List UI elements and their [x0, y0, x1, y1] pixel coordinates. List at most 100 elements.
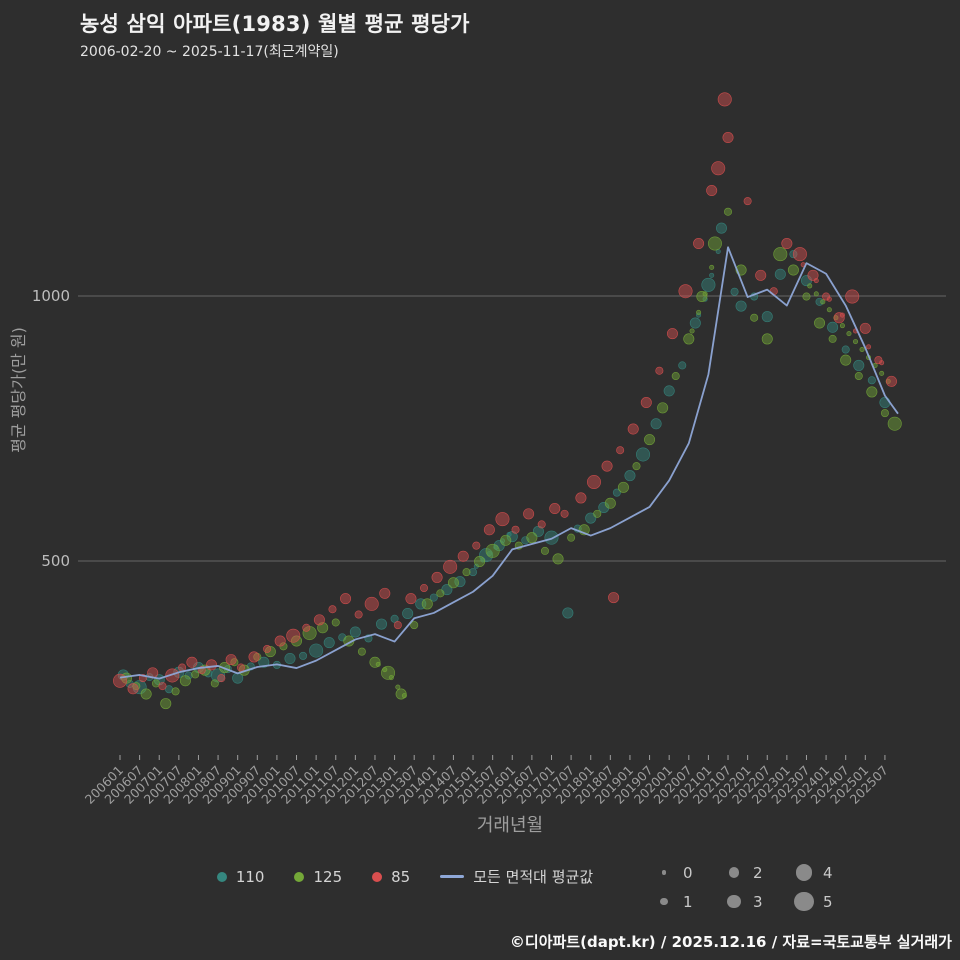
scatter-point-110[interactable] [309, 643, 324, 658]
scatter-point-110[interactable] [349, 626, 361, 638]
scatter-point-125[interactable] [696, 309, 702, 315]
scatter-point-125[interactable] [421, 598, 433, 610]
scatter-point-85[interactable] [274, 635, 286, 647]
scatter-point-85[interactable] [420, 584, 429, 593]
scatter-point-85[interactable] [822, 292, 831, 301]
scatter-point-125[interactable] [787, 264, 799, 276]
scatter-point-85[interactable] [537, 520, 546, 529]
scatter-point-110[interactable] [774, 268, 786, 280]
scatter-point-110[interactable] [562, 607, 574, 619]
scatter-point-85[interactable] [575, 492, 587, 504]
scatter-point-85[interactable] [393, 621, 402, 630]
scatter-point-110[interactable] [841, 345, 850, 354]
scatter-point-125[interactable] [160, 698, 172, 710]
scatter-point-85[interactable] [405, 593, 417, 605]
scatter-point-125[interactable] [859, 347, 865, 353]
scatter-point-110[interactable] [429, 593, 438, 602]
scatter-point-85[interactable] [286, 628, 301, 643]
scatter-point-85[interactable] [340, 593, 352, 605]
scatter-point-125[interactable] [617, 481, 629, 493]
scatter-point-85[interactable] [379, 587, 391, 599]
legend-item-85[interactable]: 85 [372, 868, 410, 886]
scatter-point-85[interactable] [364, 596, 379, 611]
scatter-point-85[interactable] [885, 375, 897, 387]
scatter-point-110[interactable] [867, 376, 876, 385]
scatter-point-125[interactable] [395, 688, 407, 700]
scatter-point-125[interactable] [140, 688, 152, 700]
scatter-point-85[interactable] [483, 524, 495, 536]
scatter-point-85[interactable] [874, 356, 883, 365]
scatter-point-125[interactable] [462, 568, 471, 577]
scatter-point-85[interactable] [706, 185, 718, 197]
scatter-point-125[interactable] [264, 646, 276, 658]
scatter-point-85[interactable] [443, 559, 458, 574]
scatter-point-125[interactable] [395, 684, 401, 690]
scatter-point-110[interactable] [689, 317, 701, 329]
scatter-point-85[interactable] [616, 446, 625, 455]
scatter-point-85[interactable] [833, 312, 845, 324]
scatter-point-85[interactable] [511, 525, 520, 534]
scatter-point-125[interactable] [375, 661, 381, 667]
scatter-point-110[interactable] [761, 311, 773, 323]
scatter-point-85[interactable] [263, 644, 272, 653]
scatter-point-85[interactable] [431, 571, 443, 583]
scatter-point-125[interactable] [540, 546, 549, 555]
scatter-point-85[interactable] [523, 508, 535, 520]
scatter-point-125[interactable] [552, 553, 564, 565]
scatter-point-110[interactable] [663, 385, 675, 397]
scatter-point-125[interactable] [807, 283, 813, 289]
scatter-point-85[interactable] [217, 674, 226, 683]
scatter-point-85[interactable] [722, 132, 734, 144]
scatter-point-125[interactable] [696, 291, 708, 303]
scatter-point-125[interactable] [689, 328, 695, 334]
scatter-point-85[interactable] [879, 360, 885, 366]
scatter-point-85[interactable] [711, 161, 726, 176]
scatter-point-125[interactable] [879, 370, 885, 376]
scatter-point-85[interactable] [158, 682, 167, 691]
scatter-point-110[interactable] [284, 653, 296, 665]
scatter-point-125[interactable] [828, 334, 837, 343]
scatter-point-125[interactable] [369, 656, 381, 668]
scatter-point-110[interactable] [473, 563, 479, 569]
scatter-point-110[interactable] [624, 470, 636, 482]
scatter-point-110[interactable] [678, 361, 687, 370]
scatter-point-125[interactable] [210, 679, 219, 688]
scatter-point-125[interactable] [880, 409, 889, 418]
legend-item-모든 면적대 평균값[interactable]: 모든 면적대 평균값 [440, 866, 593, 887]
scatter-point-110[interactable] [735, 300, 747, 312]
scatter-point-85[interactable] [186, 656, 198, 668]
scatter-point-85[interactable] [225, 654, 237, 666]
scatter-point-85[interactable] [640, 397, 652, 409]
scatter-point-85[interactable] [781, 238, 793, 250]
scatter-point-85[interactable] [839, 312, 845, 318]
scatter-point-110[interactable] [521, 536, 530, 545]
scatter-point-125[interactable] [802, 292, 811, 301]
scatter-point-125[interactable] [191, 670, 200, 679]
scatter-point-85[interactable] [693, 238, 705, 250]
scatter-point-110[interactable] [730, 287, 739, 296]
scatter-point-85[interactable] [608, 592, 620, 604]
scatter-point-125[interactable] [683, 333, 695, 345]
scatter-point-85[interactable] [328, 605, 337, 614]
scatter-point-125[interactable] [485, 543, 500, 558]
scatter-point-125[interactable] [401, 693, 407, 699]
scatter-point-85[interactable] [807, 269, 819, 281]
scatter-point-125[interactable] [724, 207, 733, 216]
scatter-point-110[interactable] [612, 488, 621, 497]
scatter-point-110[interactable] [544, 530, 559, 545]
scatter-point-110[interactable] [585, 512, 597, 524]
scatter-point-110[interactable] [323, 637, 335, 649]
average-line[interactable] [119, 246, 899, 680]
scatter-point-110[interactable] [299, 651, 308, 660]
scatter-point-85[interactable] [560, 509, 569, 518]
scatter-point-125[interactable] [593, 509, 602, 518]
scatter-point-125[interactable] [447, 577, 459, 589]
legend-item-110[interactable]: 110 [216, 868, 264, 886]
scatter-point-110[interactable] [258, 656, 270, 668]
scatter-point-110[interactable] [715, 222, 727, 234]
scatter-point-125[interactable] [840, 354, 852, 366]
scatter-point-85[interactable] [826, 296, 832, 302]
scatter-point-125[interactable] [474, 556, 486, 568]
scatter-point-85[interactable] [236, 663, 245, 672]
scatter-point-85[interactable] [813, 278, 819, 284]
